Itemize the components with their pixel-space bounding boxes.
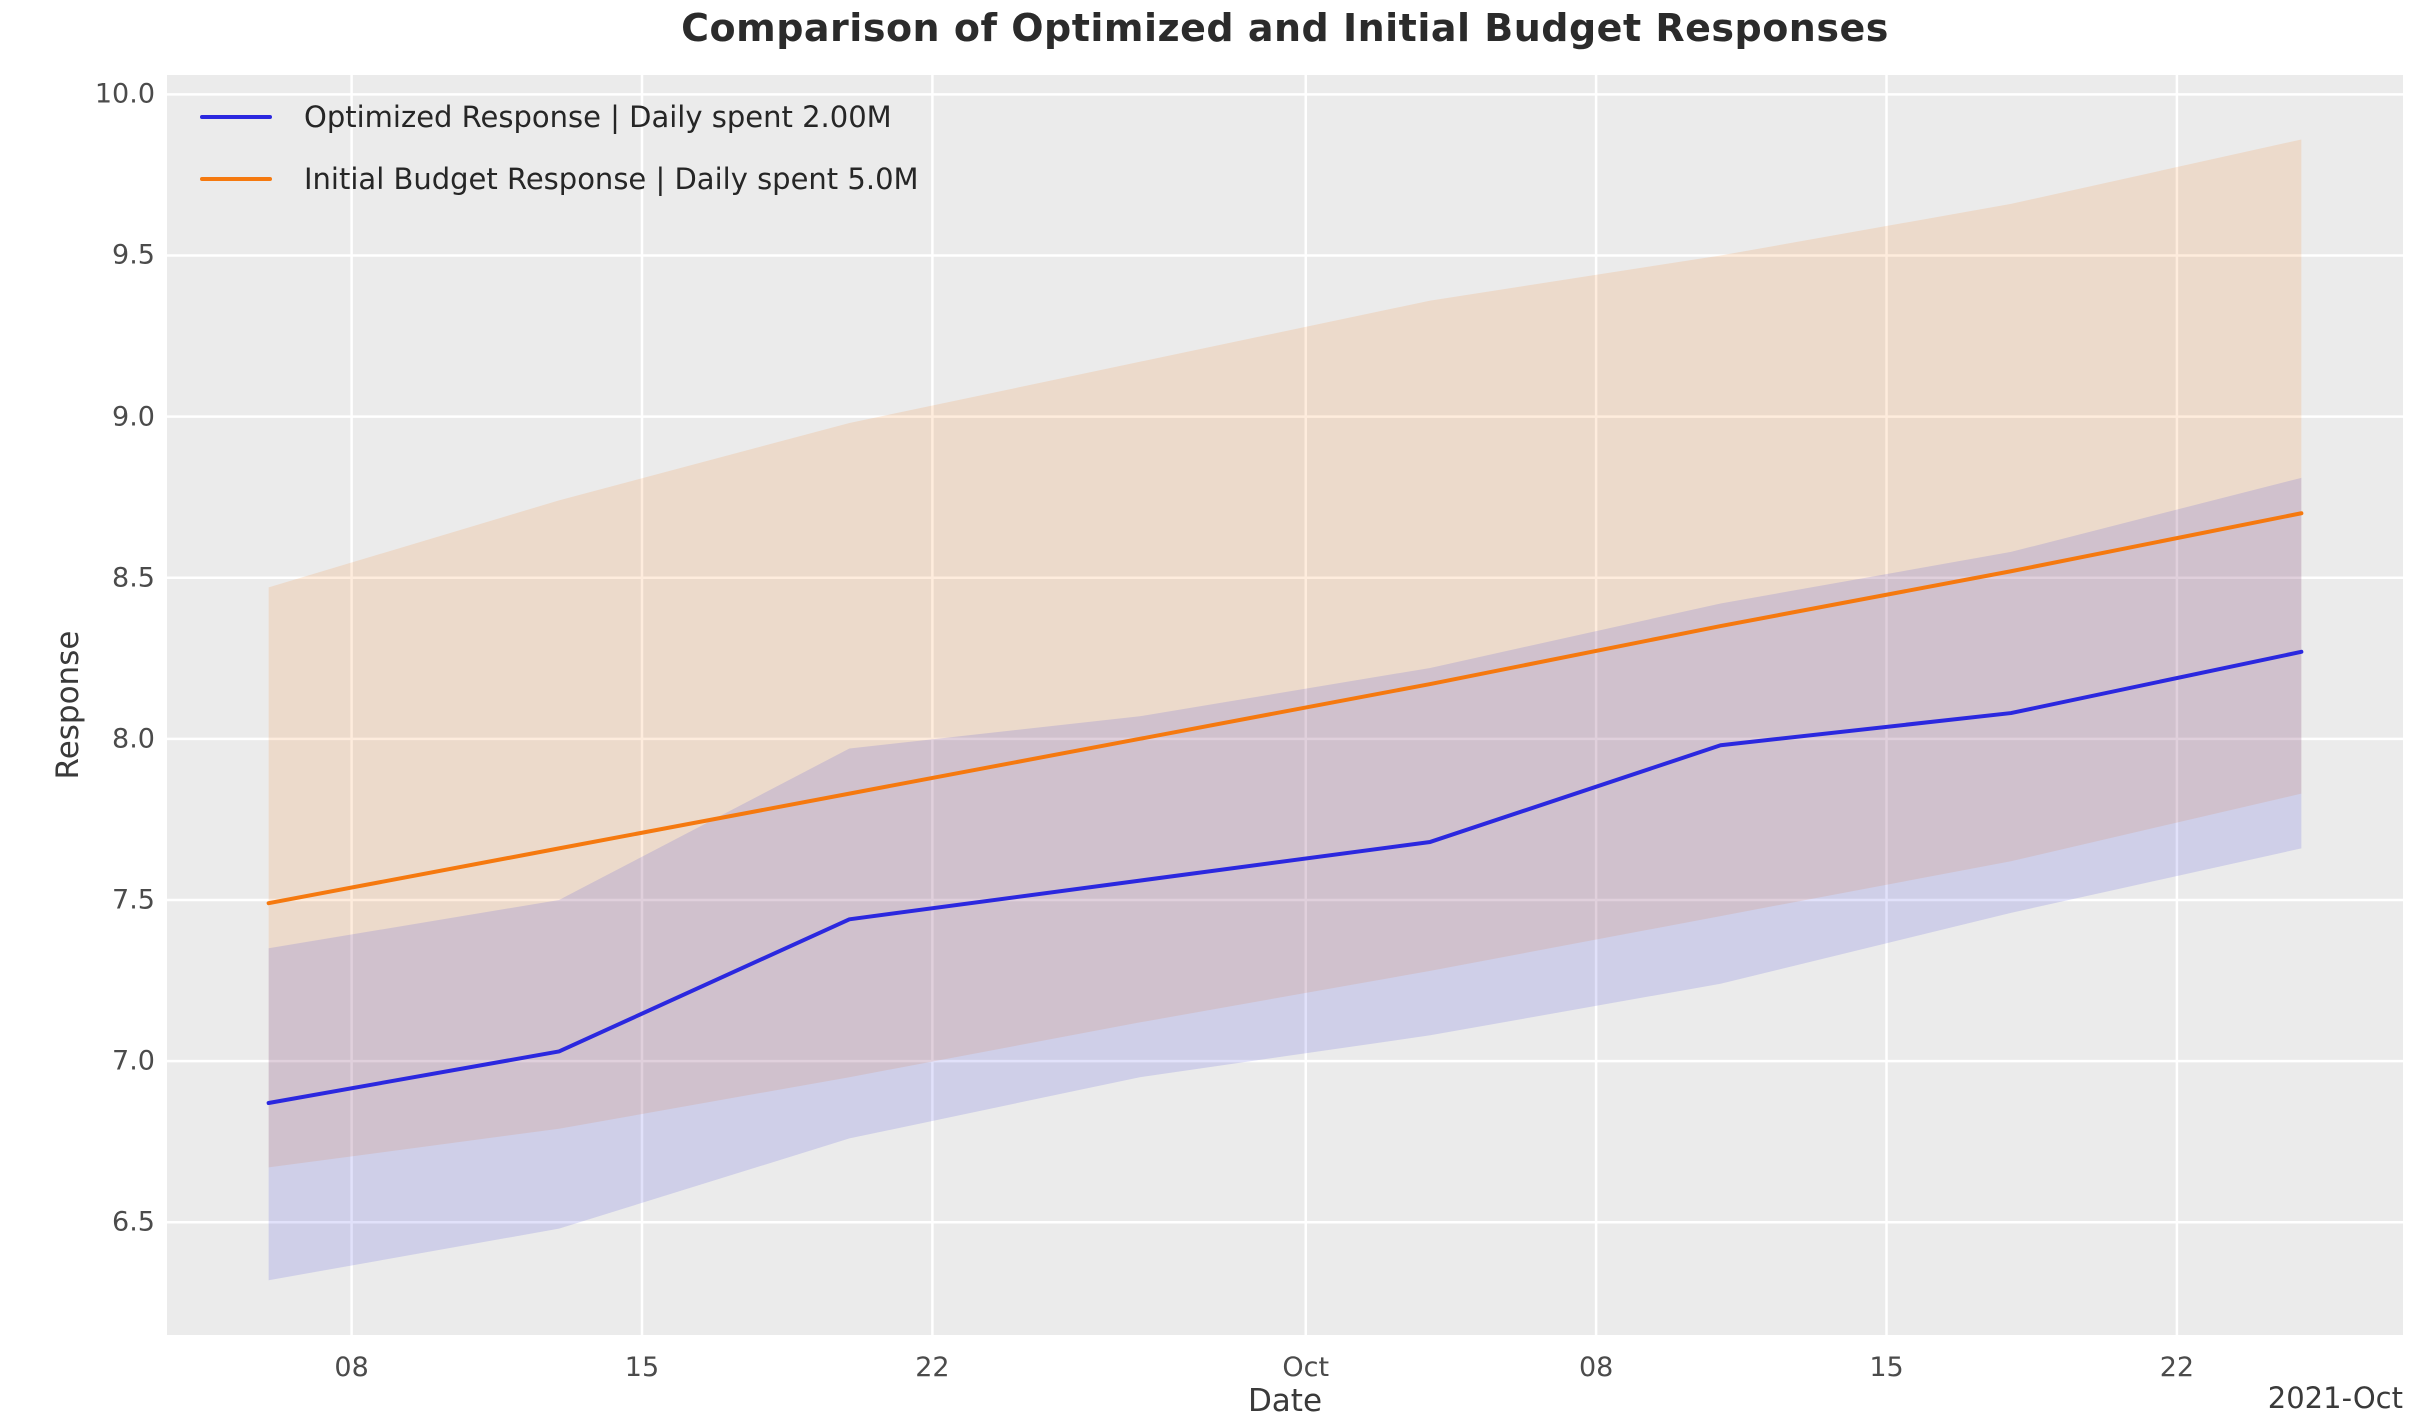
legend-label-initial: Initial Budget Response | Daily spent 5.…: [304, 162, 919, 196]
y-tick-label: 7.0: [112, 1045, 155, 1077]
y-tick-label: 9.5: [112, 239, 155, 271]
x-tick-label: 08: [334, 1352, 369, 1383]
chart-title: Comparison of Optimized and Initial Budg…: [681, 6, 1889, 50]
x-tick-label: 22: [915, 1352, 950, 1383]
x-tick-label: 15: [624, 1352, 660, 1383]
legend-line-swatch-optimized: [200, 115, 272, 119]
line-optimized: [266, 649, 2304, 1105]
y-axis-label: Response: [50, 630, 86, 780]
legend-item-initial: Initial Budget Response | Daily spent 5.…: [200, 158, 919, 200]
x-tick-label: 15: [1869, 1352, 1904, 1383]
y-tick-label: 8.5: [112, 562, 155, 594]
legend-label-optimized: Optimized Response | Daily spent 2.00M: [304, 100, 892, 134]
y-tick-label: 8.0: [112, 723, 155, 755]
y-tick-label: 9.0: [112, 401, 155, 433]
plot-area: [167, 75, 2403, 1335]
x-tick-label: 22: [2159, 1352, 2195, 1383]
y-tick-label: 7.5: [112, 884, 155, 916]
x-tick-label: 08: [1578, 1352, 1614, 1383]
legend-line-swatch-initial: [200, 177, 272, 181]
line-initial: [266, 511, 2304, 906]
x-axis-offset-label: 2021-Oct: [2267, 1381, 2403, 1415]
y-tick-label: 6.5: [112, 1206, 155, 1238]
y-tick-label: 10.0: [94, 78, 155, 110]
confidence-band-optimized: [268, 477, 2302, 1281]
confidence-band-initial: [268, 139, 2302, 1168]
legend-item-optimized: Optimized Response | Daily spent 2.00M: [200, 96, 919, 138]
x-tick-label: Oct: [1282, 1352, 1330, 1383]
legend: Optimized Response | Daily spent 2.00M I…: [200, 96, 919, 200]
x-axis-label: Date: [1247, 1383, 1323, 1419]
